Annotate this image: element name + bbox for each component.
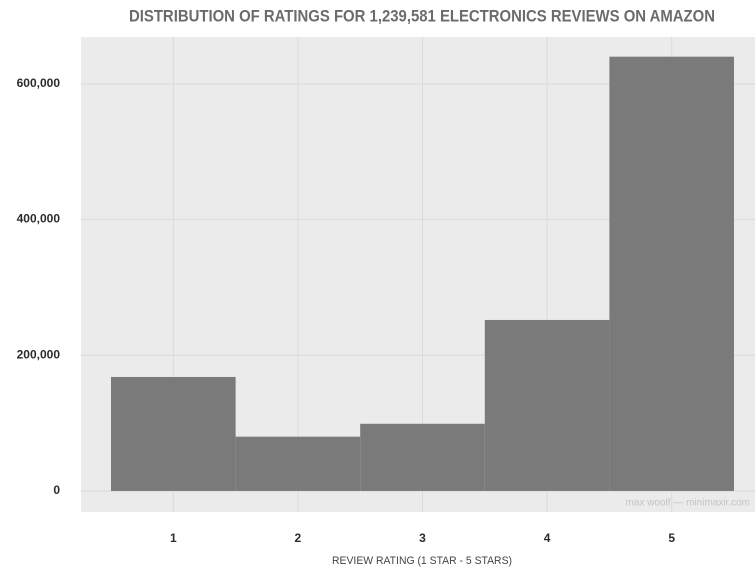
x-tick-label: 3 [419,531,426,545]
y-tick-label: 400,000 [17,212,61,226]
bar [111,376,236,491]
chart-title: DISTRIBUTION OF RATINGS FOR 1,239,581 EL… [129,6,715,25]
y-tick-label: 0 [53,483,60,497]
x-tick-label: 4 [544,531,551,545]
bar [484,319,610,491]
x-tick-label: 2 [295,531,302,545]
bar [360,423,485,491]
caption: max woolf — minimaxir.com [626,498,750,509]
x-tick-label: 1 [170,531,177,545]
x-axis-label: REVIEW RATING (1 STAR - 5 STARS) [332,555,512,567]
x-tick-label: 5 [668,531,675,545]
y-tick-label: 600,000 [17,76,61,90]
bar [609,56,734,491]
y-tick-label: 200,000 [17,347,61,361]
bar [235,436,361,491]
